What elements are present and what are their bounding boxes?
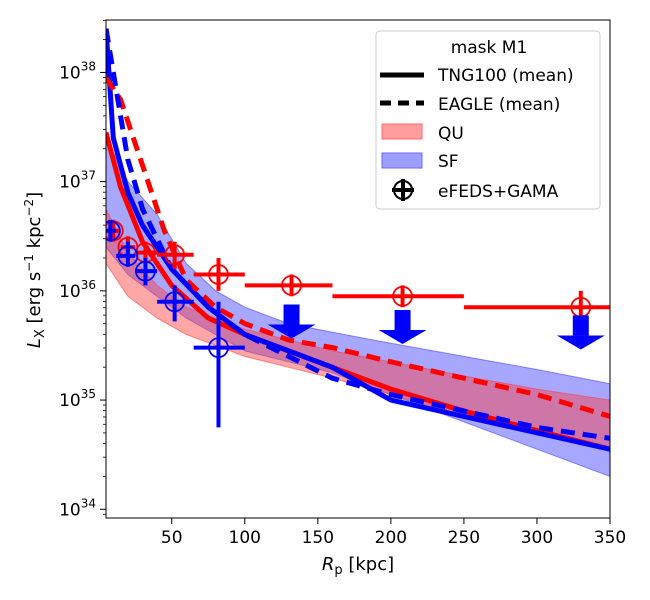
obs-sf-11-marker: [164, 291, 186, 313]
line-eagle-qu: [106, 76, 610, 419]
line-tng100-sf: [106, 28, 610, 452]
obs-sf-8: [106, 219, 121, 242]
x-tick-label-350: 350: [594, 528, 626, 548]
obs-qu-3-marker: [164, 244, 186, 266]
plot-area: [106, 28, 610, 478]
y-tick-label-37: 1037: [59, 169, 96, 193]
legend-frame: [375, 30, 601, 210]
obs-sf-15-arrow-head: [556, 335, 605, 350]
obs-sf-14-arrow-head: [378, 329, 427, 344]
y-axis-label: LX [erg s−1 kpc−2]: [22, 192, 48, 348]
obs-sf-12: [193, 301, 245, 428]
obs-qu-6: [332, 285, 464, 308]
obs-sf-9-marker: [117, 245, 139, 267]
obs-qu-5-marker: [281, 274, 302, 296]
obs-sf-13: [267, 304, 316, 339]
legend-entry-efeds-gama: eFEDS+GAMA: [438, 182, 559, 202]
legend-title: mask M1: [451, 38, 528, 58]
legend-entry-tng100: TNG100 (mean): [437, 66, 574, 86]
legend-efeds-marker: [392, 179, 414, 201]
obs-sf-14-arrow-stem: [394, 309, 411, 330]
y-tick-label-38: 1038: [59, 59, 96, 83]
y-tick-label-36: 1036: [59, 278, 96, 302]
obs-sf-15: [556, 315, 605, 350]
obs-sf-9: [116, 241, 139, 267]
legend-entry-eagle: EAGLE (mean): [438, 95, 560, 115]
obs-sf-11: [157, 285, 194, 322]
line-eagle-sf: [106, 28, 610, 441]
x-tick-label-200: 200: [375, 528, 407, 548]
obs-sf-12-marker: [208, 337, 229, 359]
x-axis-label: Rp [kpc]: [322, 554, 394, 578]
obs-qu-5: [244, 274, 333, 297]
obs-sf-8-marker: [106, 220, 121, 242]
legend-entry-qu: QU: [438, 124, 464, 144]
obs-qu-4-marker: [208, 264, 229, 285]
obs-qu-4: [193, 258, 245, 291]
obs-sf-15-arrow-stem: [572, 315, 589, 336]
legend-sf-swatch: [381, 152, 423, 169]
obs-qu-3: [157, 241, 194, 269]
obs-sf-13-arrow-head: [267, 324, 316, 339]
x-tick-label-300: 300: [521, 528, 553, 548]
x-tick-label-150: 150: [302, 528, 334, 548]
obs-qu-6-marker: [392, 285, 413, 307]
obs-sf-13-arrow-stem: [283, 304, 300, 325]
x-tick-label-250: 250: [448, 528, 480, 548]
axes: 50 100 150 200 250 300 350 1034 1035 1036 1037 1038: [59, 19, 626, 548]
band-qu: [106, 208, 610, 450]
y-tick-label-35: 1035: [59, 387, 96, 411]
x-tick-label-50: 50: [161, 528, 183, 548]
y-tick-label-34: 1034: [59, 496, 96, 520]
obs-sf-10: [135, 258, 158, 286]
band-sf: [106, 137, 610, 478]
legend-qu-swatch: [381, 123, 423, 140]
obs-sf-14: [378, 309, 427, 344]
x-tick-label-100: 100: [229, 528, 261, 548]
legend-entry-sf: SF: [438, 152, 459, 172]
plot-frame: [105, 19, 611, 519]
obs-sf-10-marker: [135, 260, 156, 282]
legend: mask M1 TNG100 (mean) EAGLE (mean) QU SF…: [375, 30, 601, 210]
